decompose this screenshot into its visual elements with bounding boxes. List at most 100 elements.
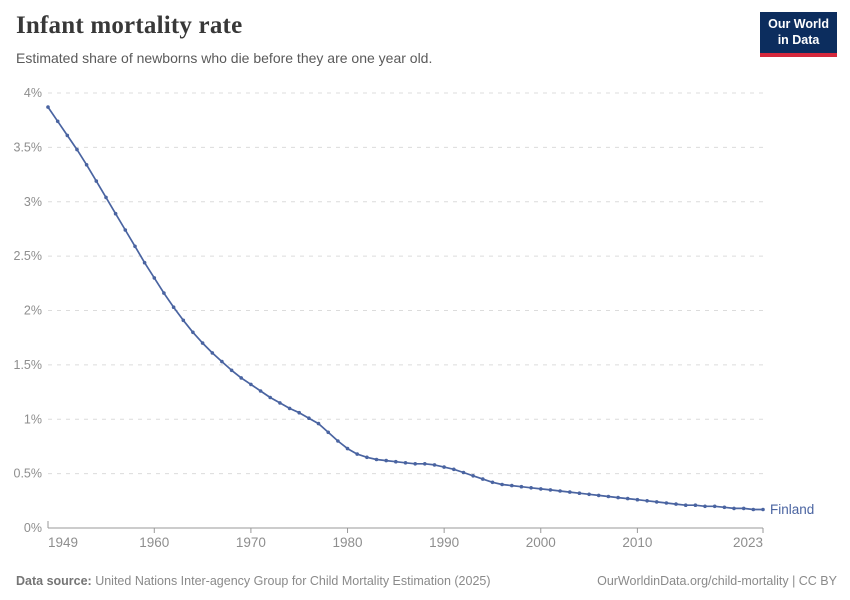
x-axis-tick-label: 1970: [236, 535, 266, 550]
data-point[interactable]: [104, 195, 108, 200]
data-point[interactable]: [75, 147, 79, 152]
data-point[interactable]: [664, 501, 669, 505]
data-point[interactable]: [268, 395, 273, 400]
y-axis-tick-label: 0.5%: [14, 467, 43, 481]
chart-footer: Data source: United Nations Inter-agency…: [16, 574, 837, 588]
y-axis-tick-label: 0%: [24, 521, 42, 535]
entity-label[interactable]: Finland: [770, 502, 814, 517]
data-point[interactable]: [181, 318, 186, 323]
data-point[interactable]: [500, 482, 504, 487]
x-axis-tick-label: 1960: [139, 535, 169, 550]
data-point[interactable]: [539, 487, 543, 491]
data-point[interactable]: [210, 351, 215, 355]
data-point[interactable]: [249, 382, 253, 387]
data-point[interactable]: [461, 470, 466, 475]
data-point[interactable]: [46, 105, 50, 109]
data-point[interactable]: [606, 494, 611, 499]
data-point[interactable]: [471, 474, 475, 478]
data-point[interactable]: [519, 484, 524, 489]
data-point[interactable]: [490, 480, 495, 485]
data-point[interactable]: [751, 507, 756, 512]
data-point[interactable]: [548, 488, 553, 492]
data-point[interactable]: [355, 452, 360, 456]
data-point[interactable]: [384, 458, 389, 463]
series-line-finland[interactable]: [47, 106, 763, 511]
x-axis-tick-label: 1980: [333, 535, 363, 550]
data-point[interactable]: [654, 500, 659, 504]
data-point[interactable]: [326, 430, 331, 435]
data-point[interactable]: [413, 462, 418, 466]
data-point[interactable]: [162, 291, 166, 295]
data-point[interactable]: [394, 459, 398, 464]
data-point[interactable]: [442, 465, 446, 469]
data-point[interactable]: [365, 455, 369, 460]
data-point[interactable]: [220, 359, 224, 364]
x-axis-tick-label: 2000: [526, 535, 556, 550]
x-axis-tick-label: 1949: [48, 535, 78, 550]
data-point[interactable]: [645, 499, 649, 503]
data-point[interactable]: [712, 504, 717, 509]
owid-logo[interactable]: Our World in Data: [760, 12, 837, 57]
data-point[interactable]: [307, 416, 311, 421]
data-point[interactable]: [635, 497, 640, 502]
data-point[interactable]: [596, 493, 601, 498]
data-point[interactable]: [616, 495, 620, 500]
data-point[interactable]: [239, 376, 243, 380]
x-axis-tick-label: 2010: [622, 535, 652, 550]
data-point[interactable]: [345, 446, 350, 451]
data-point[interactable]: [65, 133, 70, 138]
owid-logo-line1: Our World: [768, 17, 829, 31]
data-point[interactable]: [741, 506, 746, 511]
data-point[interactable]: [55, 119, 60, 124]
y-axis-tick-label: 1.5%: [14, 358, 43, 372]
data-point[interactable]: [722, 505, 727, 510]
data-point[interactable]: [423, 462, 427, 466]
data-point[interactable]: [587, 492, 591, 497]
data-point[interactable]: [258, 389, 263, 393]
data-point[interactable]: [113, 211, 118, 216]
data-point[interactable]: [693, 503, 698, 508]
x-axis-tick-label: 2023: [733, 535, 763, 550]
y-axis-tick-label: 2%: [24, 304, 42, 318]
data-point[interactable]: [568, 490, 572, 494]
data-point[interactable]: [481, 477, 485, 481]
data-point[interactable]: [732, 506, 736, 511]
x-axis-tick-label: 1990: [429, 535, 459, 550]
data-point[interactable]: [683, 503, 688, 508]
data-point[interactable]: [278, 401, 282, 405]
data-point[interactable]: [152, 276, 157, 280]
data-point[interactable]: [171, 305, 176, 310]
y-axis-tick-label: 3%: [24, 195, 42, 209]
data-point[interactable]: [336, 439, 340, 443]
data-point[interactable]: [374, 457, 379, 462]
data-point[interactable]: [84, 163, 89, 167]
data-point[interactable]: [625, 496, 630, 501]
data-point[interactable]: [142, 260, 147, 265]
owid-cc-link[interactable]: OurWorldinData.org/child-mortality | CC …: [597, 574, 837, 588]
data-point[interactable]: [316, 421, 321, 426]
data-point[interactable]: [558, 489, 562, 493]
data-point[interactable]: [287, 406, 292, 411]
data-point[interactable]: [577, 491, 582, 496]
data-point[interactable]: [297, 410, 302, 415]
data-point[interactable]: [452, 467, 456, 472]
chart-subtitle: Estimated share of newborns who die befo…: [16, 50, 433, 66]
data-point[interactable]: [133, 244, 137, 249]
data-point[interactable]: [123, 228, 128, 232]
data-point[interactable]: [432, 463, 437, 467]
data-point[interactable]: [529, 486, 533, 490]
y-axis-tick-label: 2.5%: [14, 249, 43, 263]
data-point[interactable]: [510, 483, 514, 488]
data-point[interactable]: [674, 502, 678, 506]
y-axis-tick-label: 3.5%: [14, 140, 43, 154]
data-point[interactable]: [761, 507, 765, 512]
data-point[interactable]: [229, 368, 234, 373]
data-point[interactable]: [200, 341, 205, 345]
data-source-label: Data source:: [16, 574, 92, 588]
data-point[interactable]: [703, 504, 707, 509]
data-point[interactable]: [403, 461, 408, 465]
data-point[interactable]: [191, 330, 195, 335]
data-point[interactable]: [94, 179, 99, 183]
